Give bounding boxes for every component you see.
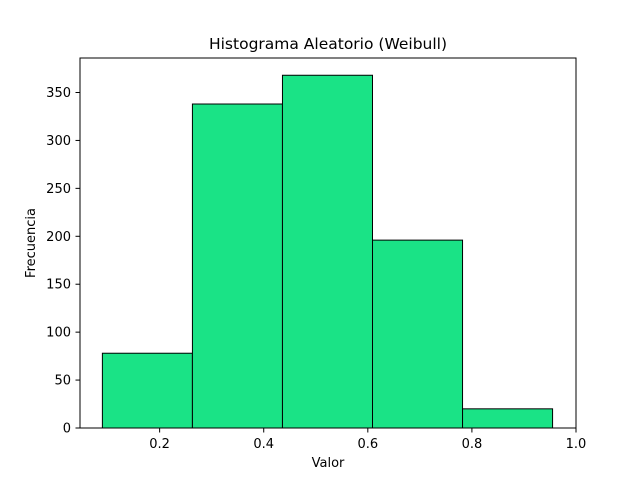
y-tick-label: 50 xyxy=(54,374,71,389)
y-axis-ticks: 0 50 100 150 200 250 300 350 xyxy=(46,86,80,437)
plot-frame xyxy=(79,57,577,429)
x-axis-ticks: 0.2 0.4 0.6 0.8 1.0 xyxy=(149,428,586,452)
y-axis-label: Frecuencia xyxy=(24,208,39,278)
x-tick-label: 1.0 xyxy=(566,437,587,452)
histogram-bar xyxy=(281,74,373,429)
x-tick-label: 0.8 xyxy=(462,437,483,452)
y-tick-label: 200 xyxy=(46,230,71,245)
y-tick-label: 250 xyxy=(46,182,71,197)
histogram-bar xyxy=(462,408,554,429)
histogram-bar xyxy=(191,103,283,429)
y-tick-label: 350 xyxy=(46,86,71,101)
histogram-bars xyxy=(101,74,554,429)
histogram-bar xyxy=(371,239,464,429)
x-tick-label: 0.2 xyxy=(149,437,170,452)
chart-title: Histograma Aleatorio (Weibull) xyxy=(209,35,447,53)
x-tick-label: 0.6 xyxy=(357,437,378,452)
x-tick-label: 0.4 xyxy=(253,437,274,452)
y-tick-label: 100 xyxy=(46,326,71,341)
y-tick-label: 150 xyxy=(46,278,71,293)
y-tick-label: 300 xyxy=(46,134,71,149)
x-axis-label: Valor xyxy=(312,456,345,471)
histogram-bar xyxy=(101,352,193,429)
y-tick-label: 0 xyxy=(63,422,71,437)
